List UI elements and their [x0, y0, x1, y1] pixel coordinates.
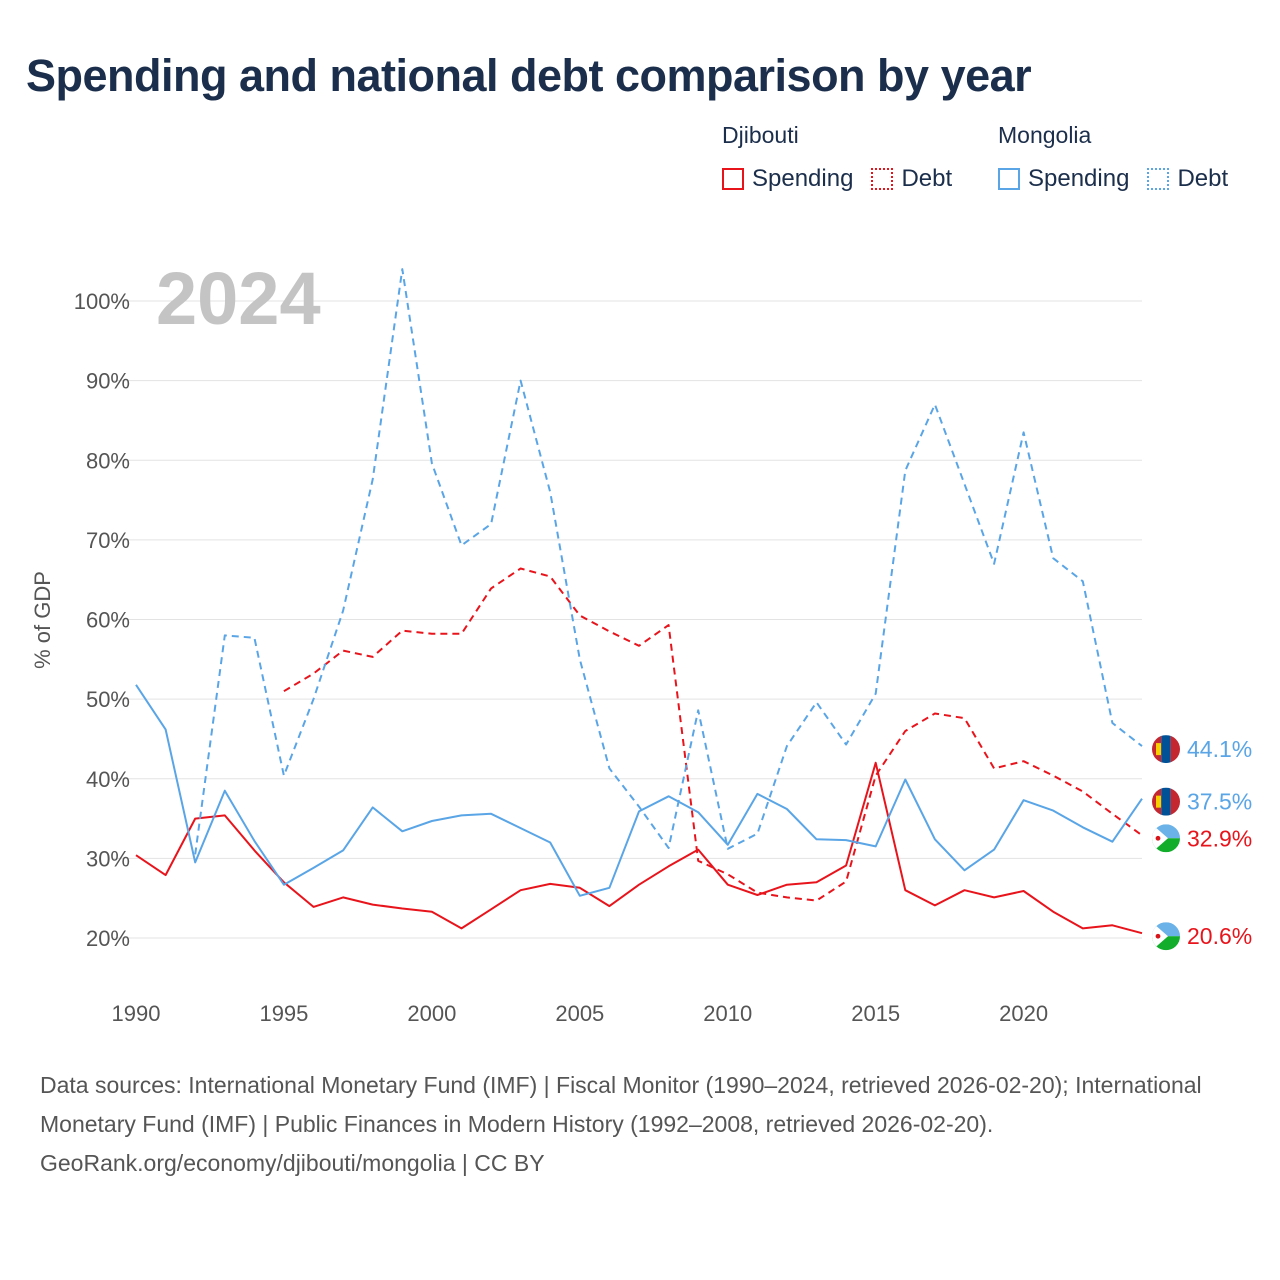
- y-axis-label: % of GDP: [30, 571, 55, 669]
- y-axis-ticks: 20% 30% 40% 50% 60% 70% 80% 90% 100%: [74, 289, 130, 951]
- series-line-mongolia-spending: [135, 684, 1143, 897]
- legend-label: Debt: [1177, 165, 1229, 192]
- legend-swatch-dotted-red: [871, 168, 894, 190]
- x-tick-label: 2020: [999, 1001, 1048, 1026]
- legend-country-djibouti: Djibouti: [722, 122, 799, 148]
- legend-label: Spending: [752, 165, 854, 192]
- legend-item-djibouti-debt[interactable]: Debt: [871, 165, 952, 193]
- footer: Data sources: International Monetary Fun…: [40, 1066, 1240, 1183]
- x-axis-ticks: 1990 1995 2000 2005 2010 2015 2020: [112, 1001, 1049, 1026]
- legend-group-djibouti: Djibouti Spending Debt: [722, 122, 970, 193]
- y-tick-label: 30%: [86, 846, 130, 871]
- legend-country-mongolia: Mongolia: [998, 122, 1092, 148]
- legend-item-mongolia-debt[interactable]: Debt: [1147, 165, 1228, 193]
- legend-group-mongolia: Mongolia Spending Debt: [998, 122, 1228, 193]
- end-value-label: 32.9%: [1187, 825, 1252, 851]
- y-tick-label: 70%: [86, 528, 130, 553]
- x-tick-label: 1990: [112, 1001, 161, 1026]
- y-tick-label: 20%: [86, 926, 130, 951]
- legend-swatch-solid-blue: [998, 168, 1020, 190]
- line-chart: 2024 20%30%40%50%60%70%80%90%100% 1990 19…: [30, 257, 1252, 1026]
- end-value-label: 20.6%: [1187, 923, 1252, 949]
- gridlines: [112, 300, 1142, 939]
- x-tick-label: 2015: [851, 1001, 900, 1026]
- y-tick-label: 60%: [86, 608, 130, 633]
- y-tick-label: 100%: [74, 289, 130, 314]
- credit-line: GeoRank.org/economy/djibouti/mongolia | …: [40, 1150, 545, 1176]
- x-tick-label: 2000: [407, 1001, 456, 1026]
- end-value-label: 37.5%: [1187, 789, 1252, 815]
- data-sources: Data sources: International Monetary Fun…: [40, 1072, 1202, 1137]
- end-value-label: 44.1%: [1187, 736, 1252, 762]
- y-tick-label: 80%: [86, 448, 130, 473]
- djibouti-flag-icon: [1152, 824, 1180, 853]
- legend-label: Debt: [901, 165, 953, 192]
- end-markers: 20.6% 32.9% 37.5% 44.1%: [1152, 735, 1252, 951]
- legend-item-djibouti-spending[interactable]: Spending: [722, 165, 853, 193]
- mongolia-flag-icon: [1152, 787, 1180, 816]
- djibouti-flag-icon: [1152, 922, 1180, 951]
- legend-swatch-dotted-blue: [1147, 168, 1170, 190]
- x-tick-label: 2005: [555, 1001, 604, 1026]
- series-line-mongolia-debt: [194, 268, 1143, 855]
- series-line-djibouti-debt: [283, 567, 1143, 902]
- x-tick-label: 2010: [703, 1001, 752, 1026]
- mongolia-flag-icon: [1152, 735, 1180, 764]
- x-tick-label: 1995: [259, 1001, 308, 1026]
- chart-title: Spending and national debt comparison by…: [26, 50, 1032, 101]
- legend-swatch-solid-red: [722, 168, 744, 190]
- year-watermark: 2024: [156, 257, 321, 340]
- series-line-djibouti-spending: [135, 761, 1143, 935]
- legend-label: Spending: [1028, 165, 1130, 192]
- y-tick-label: 40%: [86, 767, 130, 792]
- y-tick-label: 50%: [86, 687, 130, 712]
- series-lines: [135, 268, 1143, 935]
- y-tick-label: 90%: [86, 369, 130, 394]
- legend-item-mongolia-spending[interactable]: Spending: [998, 165, 1129, 193]
